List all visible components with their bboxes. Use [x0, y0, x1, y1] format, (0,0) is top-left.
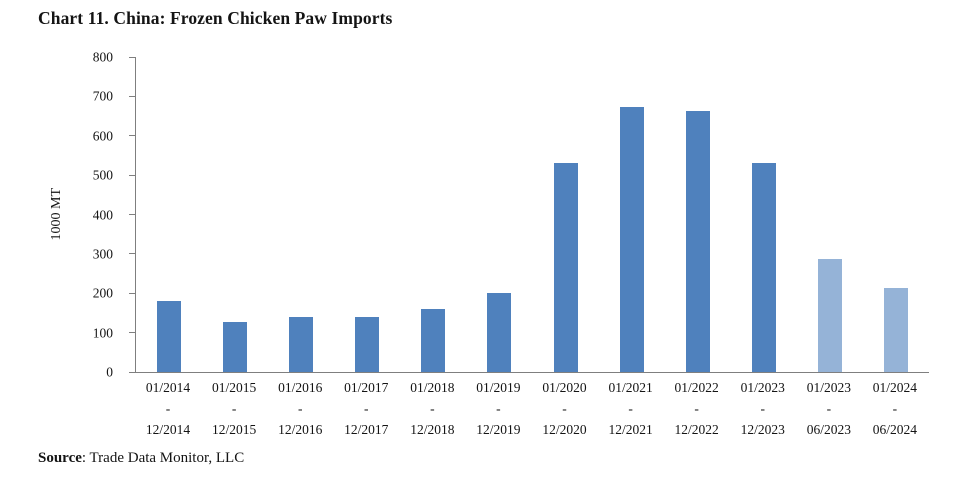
y-tick-label: 0 — [106, 364, 113, 380]
bar-column — [665, 57, 731, 372]
x-tick-label: 01/2022-12/2022 — [674, 380, 719, 437]
bar — [355, 316, 380, 372]
bar — [751, 163, 776, 372]
bar — [487, 292, 512, 372]
y-tick-label: 300 — [92, 246, 113, 262]
y-tick-mark — [129, 56, 136, 58]
x-tick-label: 01/2021-12/2021 — [608, 380, 653, 437]
x-tick-label: 01/2020-12/2020 — [542, 380, 587, 437]
source-note: Source: Trade Data Monitor, LLC — [38, 450, 244, 467]
y-axis: 0 100 200 300 400 500 600 700 800 — [0, 50, 135, 378]
bar — [157, 301, 182, 372]
x-tick-label: 01/2016-12/2016 — [278, 380, 323, 437]
y-tick-label: 500 — [92, 167, 113, 183]
y-tick-label: 700 — [92, 88, 113, 104]
bar-column — [731, 57, 797, 372]
y-tick-mark — [129, 332, 136, 334]
x-tick-label: 01/2017-12/2017 — [344, 380, 389, 437]
y-tick-mark — [129, 371, 136, 373]
x-tick-label: 01/2023-06/2023 — [806, 380, 851, 437]
bar — [685, 110, 710, 372]
bar-column — [797, 57, 863, 372]
y-tick-mark — [129, 214, 136, 215]
x-tick-label: 01/2015-12/2015 — [211, 380, 257, 437]
y-tick-mark — [129, 135, 136, 137]
x-tick-label: 01/2023-12/2023 — [740, 380, 785, 437]
source-text: : Trade Data Monitor, LLC — [81, 450, 245, 466]
bar-column — [334, 57, 400, 372]
x-tick-label: 01/2018-12/2018 — [410, 380, 455, 437]
x-tick-label: 01/2014-12/2014 — [145, 380, 191, 437]
bar-column — [532, 57, 598, 372]
bar-column — [202, 57, 268, 372]
bar — [553, 163, 578, 372]
y-tick-mark — [129, 174, 136, 176]
bar-column — [400, 57, 466, 372]
bar-column — [268, 57, 334, 372]
y-tick-mark — [129, 95, 136, 97]
bar-column — [863, 57, 929, 372]
plot-area — [129, 56, 929, 373]
bar — [817, 259, 842, 372]
x-axis-labels: 01/2014-12/2014 01/2015-12/2015 01/2016-12… — [135, 377, 928, 440]
chart-title: Chart 11. China: Frozen Chicken Paw Impo… — [38, 8, 393, 28]
bar-column — [466, 57, 532, 372]
source-label: Source — [38, 450, 82, 466]
y-tick-label: 200 — [92, 285, 113, 301]
bar-column — [136, 57, 202, 372]
bar — [289, 316, 314, 372]
bar-column — [599, 57, 665, 372]
y-tick-mark — [129, 253, 136, 255]
y-tick-mark — [129, 292, 136, 294]
bar — [421, 308, 446, 372]
bar — [619, 107, 644, 372]
y-tick-label: 100 — [92, 324, 113, 340]
x-tick-label: 01/2019-12/2019 — [476, 380, 521, 437]
x-tick-label: 01/2024-06/2024 — [872, 380, 918, 437]
y-tick-label: 400 — [92, 206, 113, 222]
y-tick-label: 800 — [92, 49, 113, 65]
y-tick-label: 600 — [92, 128, 113, 143]
bar — [223, 322, 248, 372]
bar — [883, 288, 908, 372]
